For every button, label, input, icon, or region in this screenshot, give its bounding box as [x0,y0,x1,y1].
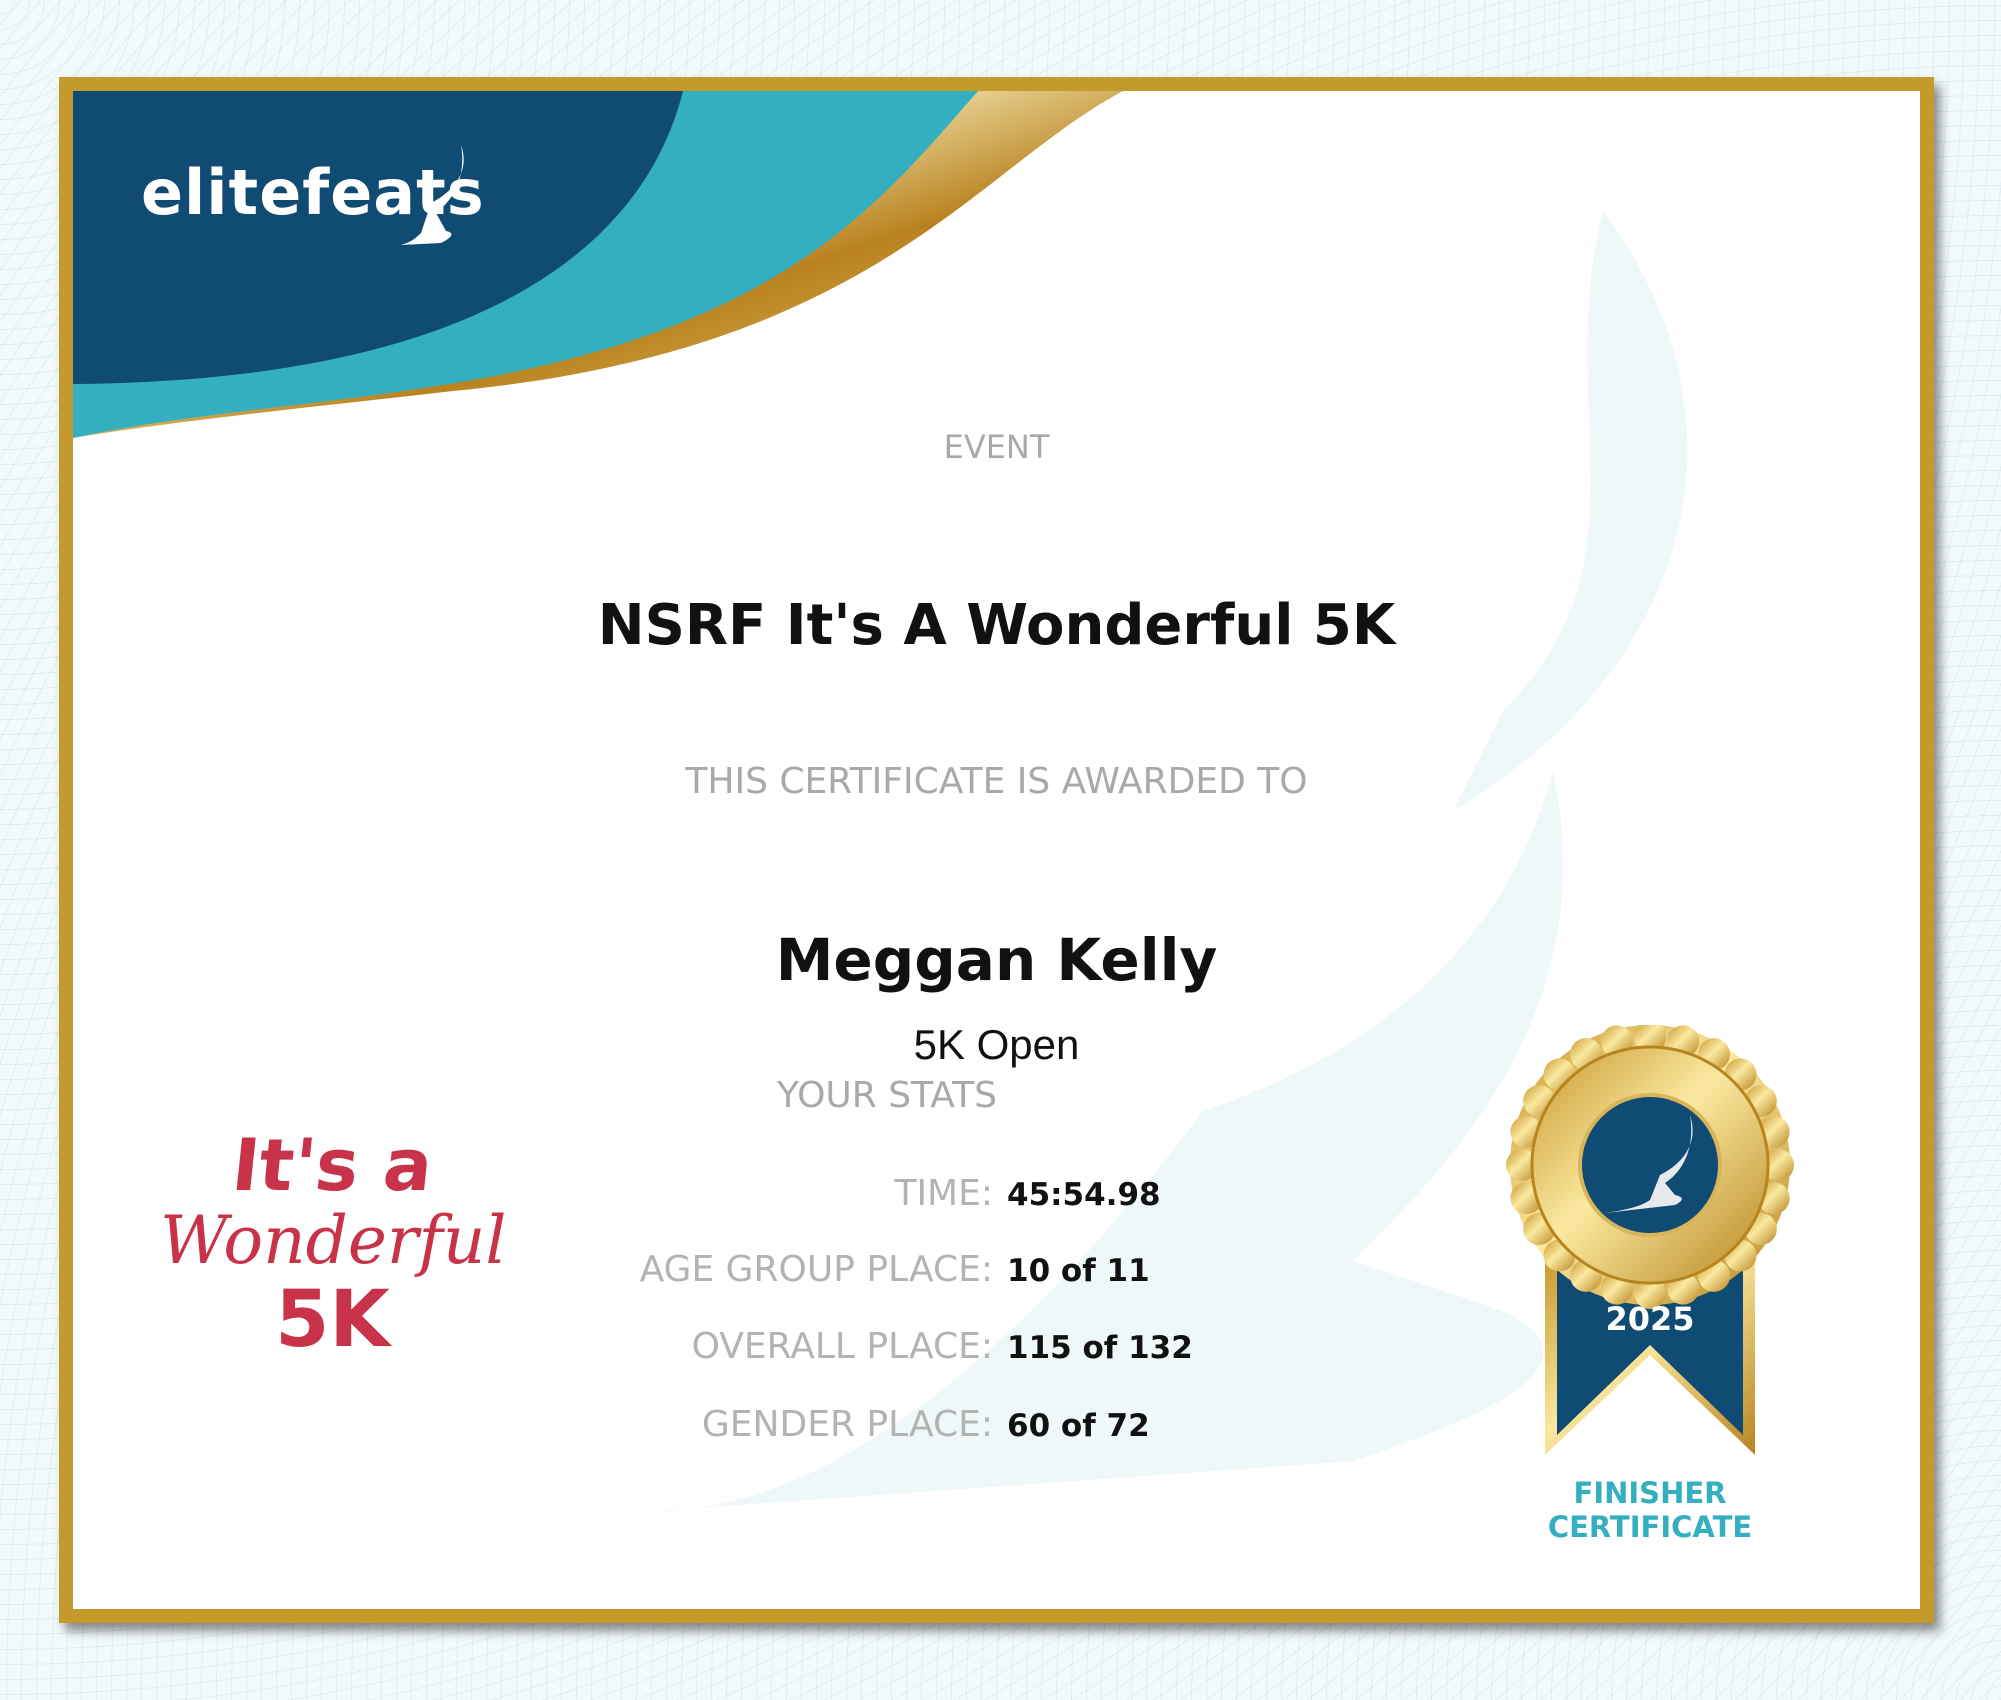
event-logo-line2: Wonderful [160,1202,507,1279]
header-swoosh [73,91,1123,438]
event-label: EVENT [943,428,1050,466]
stats-heading: YOUR STATS [777,1075,997,1116]
division: 5K Open [913,1021,1080,1068]
stat-value: 60 of 72 [1007,1408,1150,1444]
finisher-medal [1506,1025,1794,1455]
certificate-frame: elitefeats EVENT NSRF It's A Wonderful 5… [59,77,1934,1623]
stat-value: 115 of 132 [1007,1330,1193,1366]
recipient-name: Meggan Kelly [775,926,1218,994]
stat-label: TIME: [894,1173,993,1214]
medal-scallop [1634,1277,1666,1309]
award-label: THIS CERTIFICATE IS AWARDED TO [685,761,1308,802]
stat-label: AGE GROUP PLACE: [639,1249,993,1290]
stat-value: 45:54.98 [1007,1177,1161,1213]
stat-value: 10 of 11 [1007,1253,1150,1289]
event-logo: It's a Wonderful 5K [160,1123,507,1365]
certificate-paper: elitefeats EVENT NSRF It's A Wonderful 5… [73,91,1920,1609]
stat-row-age-group-place: AGE GROUP PLACE: 10 of 11 [0,1249,2001,1299]
winged-foot-watermark [653,211,1688,1511]
event-logo-line3: 5K [275,1275,390,1365]
medal-caption-line1: FINISHER [1573,1476,1727,1510]
medal-caption-line2: CERTIFICATE [1547,1510,1753,1544]
medal-caption: FINISHER CERTIFICATE [1500,1476,1800,1544]
stat-row-time: TIME: 45:54.98 [0,1173,2001,1223]
stat-label: GENDER PLACE: [701,1404,993,1445]
stat-label: OVERALL PLACE: [691,1326,993,1367]
event-name: NSRF It's A Wonderful 5K [597,593,1396,658]
stat-row-gender-place: GENDER PLACE: 60 of 72 [0,1404,2001,1454]
medal-scallop [1762,1149,1794,1181]
medal-scallop [1506,1149,1538,1181]
event-logo-line1: It's a [228,1123,437,1207]
stat-row-overall-place: OVERALL PLACE: 115 of 132 [0,1326,2001,1376]
winged-foot-icon [401,145,464,245]
medal-year: 2025 [1605,1300,1695,1338]
